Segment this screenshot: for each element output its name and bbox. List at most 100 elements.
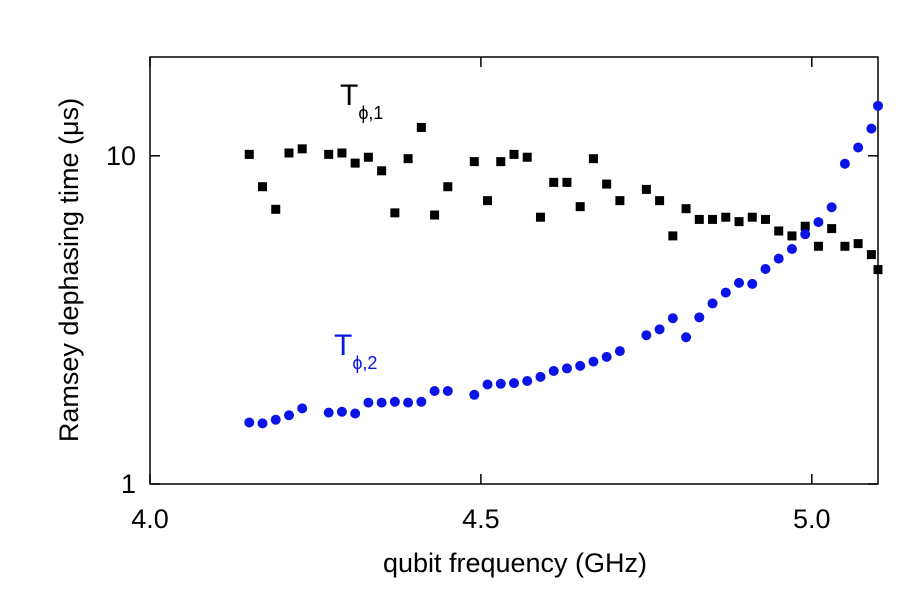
circle-marker — [641, 330, 652, 341]
circle-marker — [363, 397, 374, 408]
square-marker — [853, 239, 863, 249]
square-marker — [774, 226, 784, 236]
square-marker — [800, 221, 810, 231]
x-axis-label: qubit frequency (GHz) — [383, 548, 647, 578]
circle-marker — [614, 346, 625, 357]
square-marker — [575, 202, 585, 212]
x-tick-label: 5.0 — [793, 504, 831, 534]
circle-marker — [495, 378, 506, 389]
square-marker — [363, 152, 373, 162]
circle-marker — [786, 244, 797, 255]
circle-marker — [588, 356, 599, 367]
circle-marker — [681, 332, 692, 343]
circle-marker — [283, 410, 294, 421]
square-marker — [443, 182, 453, 192]
circle-marker — [535, 371, 546, 382]
circle-marker — [773, 253, 784, 264]
circle-marker — [707, 298, 718, 309]
square-marker — [324, 149, 334, 159]
square-marker — [588, 154, 598, 164]
circle-marker — [813, 217, 824, 228]
circle-marker — [429, 386, 440, 397]
square-marker — [694, 214, 704, 224]
circle-marker — [416, 396, 427, 407]
circle-marker — [747, 278, 758, 289]
square-marker — [873, 265, 883, 275]
circle-marker — [257, 418, 268, 429]
circle-marker — [336, 406, 347, 417]
circle-marker — [873, 100, 883, 111]
square-marker — [721, 212, 731, 222]
square-marker — [509, 149, 519, 159]
circle-marker — [389, 396, 400, 407]
square-marker — [813, 241, 823, 251]
square-marker — [787, 231, 797, 241]
circle-marker — [601, 351, 612, 362]
square-marker — [668, 231, 678, 241]
circle-marker — [297, 403, 308, 414]
annotation: Tϕ,2 — [334, 329, 377, 373]
square-marker — [430, 210, 440, 220]
square-marker — [615, 196, 625, 206]
x-tick-label: 4.0 — [131, 504, 169, 534]
circle-marker — [323, 407, 334, 418]
square-marker — [655, 196, 665, 206]
annotation-subscript: ϕ,2 — [352, 353, 377, 373]
square-marker — [403, 154, 413, 164]
square-marker — [760, 214, 770, 224]
circle-marker — [442, 386, 453, 397]
annotation: Tϕ,1 — [340, 79, 383, 123]
circle-marker — [654, 324, 665, 335]
circle-marker — [839, 158, 850, 169]
square-marker — [350, 158, 360, 168]
annotation-text: T — [340, 79, 358, 112]
square-marker — [258, 182, 268, 192]
circle-marker — [403, 397, 414, 408]
circle-marker — [575, 360, 586, 371]
square-marker — [535, 212, 545, 222]
square-marker — [377, 166, 387, 176]
square-marker — [734, 217, 744, 227]
square-marker — [496, 157, 506, 167]
x-tick-label: 4.5 — [462, 504, 500, 534]
square-marker — [602, 179, 612, 189]
square-marker — [483, 196, 493, 206]
square-marker — [297, 144, 307, 154]
circle-marker — [800, 229, 811, 240]
square-marker — [390, 208, 400, 218]
circle-marker — [522, 375, 533, 386]
circle-marker — [561, 363, 572, 374]
square-marker — [337, 148, 347, 158]
annotation-subscript: ϕ,1 — [358, 103, 383, 123]
square-marker — [271, 204, 281, 214]
square-marker — [284, 148, 294, 158]
circle-marker — [509, 378, 519, 389]
circle-marker — [760, 263, 771, 274]
circle-marker — [376, 397, 387, 408]
square-marker — [641, 184, 651, 194]
y-axis-label: Ramsey dephasing time (μs) — [54, 98, 84, 442]
square-marker — [416, 122, 426, 132]
circle-marker — [548, 365, 559, 376]
y-tick-label: 1 — [121, 469, 136, 499]
circle-marker — [244, 417, 255, 428]
circle-marker — [667, 313, 678, 324]
circle-marker — [270, 414, 281, 425]
square-marker — [244, 149, 254, 159]
circle-marker — [826, 202, 837, 213]
square-marker — [469, 157, 479, 167]
square-marker — [549, 177, 559, 187]
circle-marker — [469, 389, 480, 400]
square-marker — [866, 250, 876, 260]
circle-marker — [482, 379, 493, 390]
circle-marker — [734, 277, 745, 288]
annotation-text: T — [334, 329, 352, 362]
square-marker — [827, 224, 837, 234]
square-marker — [522, 152, 532, 162]
square-marker — [840, 241, 850, 251]
square-marker — [562, 177, 572, 187]
circle-marker — [720, 287, 731, 298]
circle-marker — [694, 312, 705, 323]
y-tick-label: 10 — [106, 141, 136, 171]
